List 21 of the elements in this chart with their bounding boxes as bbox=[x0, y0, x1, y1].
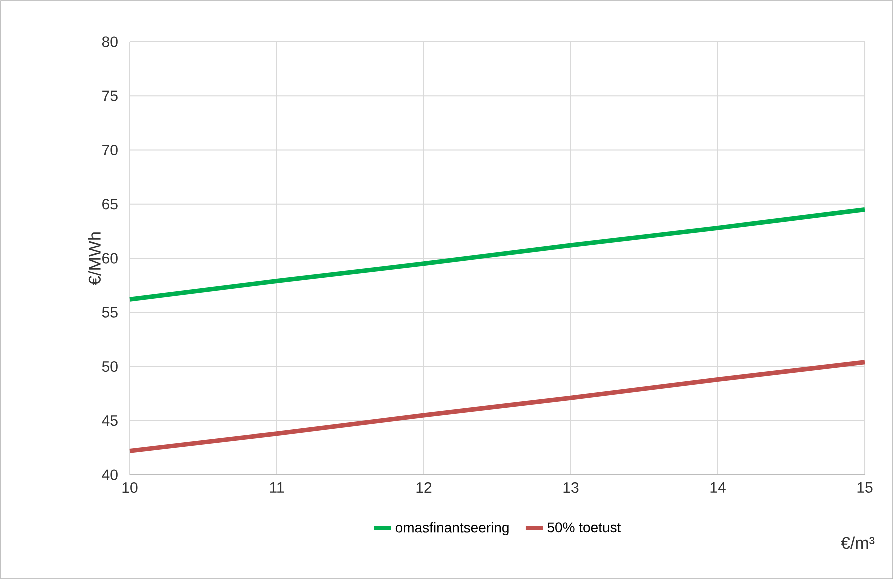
y-axis-title: €/MWh bbox=[88, 232, 101, 286]
y-tick-label: 40 bbox=[102, 470, 118, 480]
x-axis-title: €/m³ bbox=[841, 536, 875, 550]
x-tick-label: 12 bbox=[416, 482, 432, 493]
x-tick-label: 14 bbox=[710, 482, 726, 493]
x-tick-label: 15 bbox=[858, 482, 873, 493]
x-tick-label: 11 bbox=[270, 482, 284, 493]
y-tick-label: 60 bbox=[102, 253, 118, 264]
x-tick-label: 10 bbox=[122, 482, 138, 494]
y-tick-label: 45 bbox=[102, 416, 118, 426]
y-tick-label: 65 bbox=[102, 199, 118, 210]
y-tick-label: 75 bbox=[102, 90, 118, 102]
legend-label: 50% toetust bbox=[548, 522, 622, 533]
y-tick-label: 55 bbox=[102, 307, 118, 318]
y-tick-label: 80 bbox=[102, 36, 118, 48]
line-series bbox=[128, 360, 868, 454]
x-tick-label: 13 bbox=[564, 482, 579, 494]
y-tick-label: 70 bbox=[102, 144, 118, 156]
legend-label: omasfinantseering bbox=[396, 522, 509, 536]
line-series bbox=[128, 208, 868, 302]
y-tick-label: 50 bbox=[102, 361, 118, 372]
